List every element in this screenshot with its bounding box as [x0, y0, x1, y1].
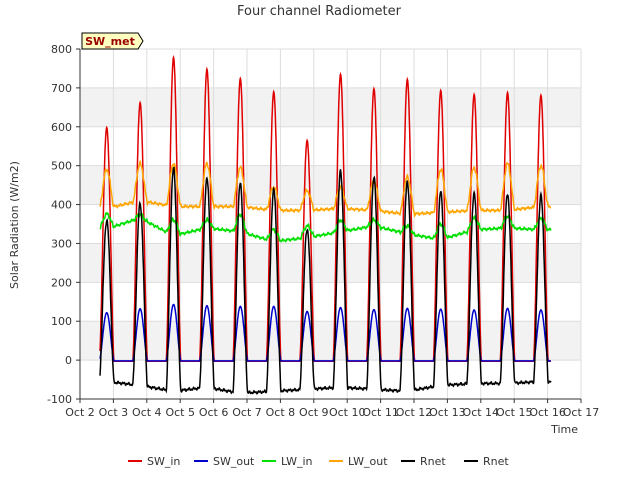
plot-band	[80, 165, 581, 205]
plot-band	[80, 87, 581, 127]
series-line-rnet	[99, 166, 552, 395]
y-tick-label: 400	[51, 199, 72, 212]
y-tick-label: 800	[51, 43, 72, 56]
x-tick-label: Oct 2	[65, 406, 95, 419]
x-tick-label: Oct 7	[232, 406, 262, 419]
x-tick-label: Oct 4	[132, 406, 162, 419]
x-tick-label: Oct 3	[99, 406, 129, 419]
x-tick-label: Oct 12	[396, 406, 433, 419]
x-tick-label: Oct 5	[165, 406, 195, 419]
legend-label: LW_out	[348, 455, 388, 468]
x-tick-label: Oct 8	[266, 406, 296, 419]
y-tick-label: 200	[51, 276, 72, 289]
y-tick-label: 600	[51, 121, 72, 134]
plot-background	[80, 49, 581, 399]
x-tick-label: Oct 15	[496, 406, 533, 419]
plot-band	[80, 243, 581, 283]
y-axis-label: Solar Radiation (W/m2)	[8, 161, 21, 289]
y-tick-label: 0	[65, 354, 72, 367]
x-tick-label: Oct 11	[362, 406, 399, 419]
axes	[79, 49, 581, 400]
y-tick-label: -100	[47, 393, 72, 406]
x-tick-label: Oct 16	[529, 406, 566, 419]
legend-label: SW_out	[213, 455, 255, 468]
x-tick-label: Oct 10	[329, 406, 366, 419]
legend-label: Rnet	[420, 455, 446, 468]
legend-label: Rnet	[483, 455, 509, 468]
y-tick-labels: -100 0 100 200 300 400 500 600 700 800	[47, 43, 80, 406]
series-line-sw-out	[99, 303, 551, 362]
x-tick-label: Oct 14	[463, 406, 500, 419]
x-tick-label: Oct 17	[563, 406, 600, 419]
x-axis-label: Time	[550, 423, 578, 436]
x-tick-label: Oct 6	[199, 406, 229, 419]
y-tick-label: 100	[51, 315, 72, 328]
sw-met-badge: SW_met	[81, 32, 144, 50]
y-tick-label: 500	[51, 160, 72, 173]
legend: SW_in SW_out LW_in LW_out Rnet Rnet	[128, 455, 509, 468]
x-tick-label: Oct 13	[429, 406, 466, 419]
y-tick-label: 700	[51, 82, 72, 95]
y-tick-label: 300	[51, 237, 72, 250]
series-line-lw-out	[99, 159, 552, 218]
series-layer	[99, 54, 552, 395]
legend-label: SW_in	[147, 455, 180, 468]
x-tick-labels: Oct 2 Oct 3 Oct 4 Oct 5 Oct 6 Oct 7 Oct 8 Oct 9…	[65, 399, 599, 419]
legend-label: LW_in	[281, 455, 313, 468]
chart-title: Four channel Radiometer	[237, 4, 402, 19]
badge-label: SW_met	[85, 35, 135, 48]
plot-band	[80, 321, 581, 361]
x-tick-label: Oct 9	[299, 406, 329, 419]
